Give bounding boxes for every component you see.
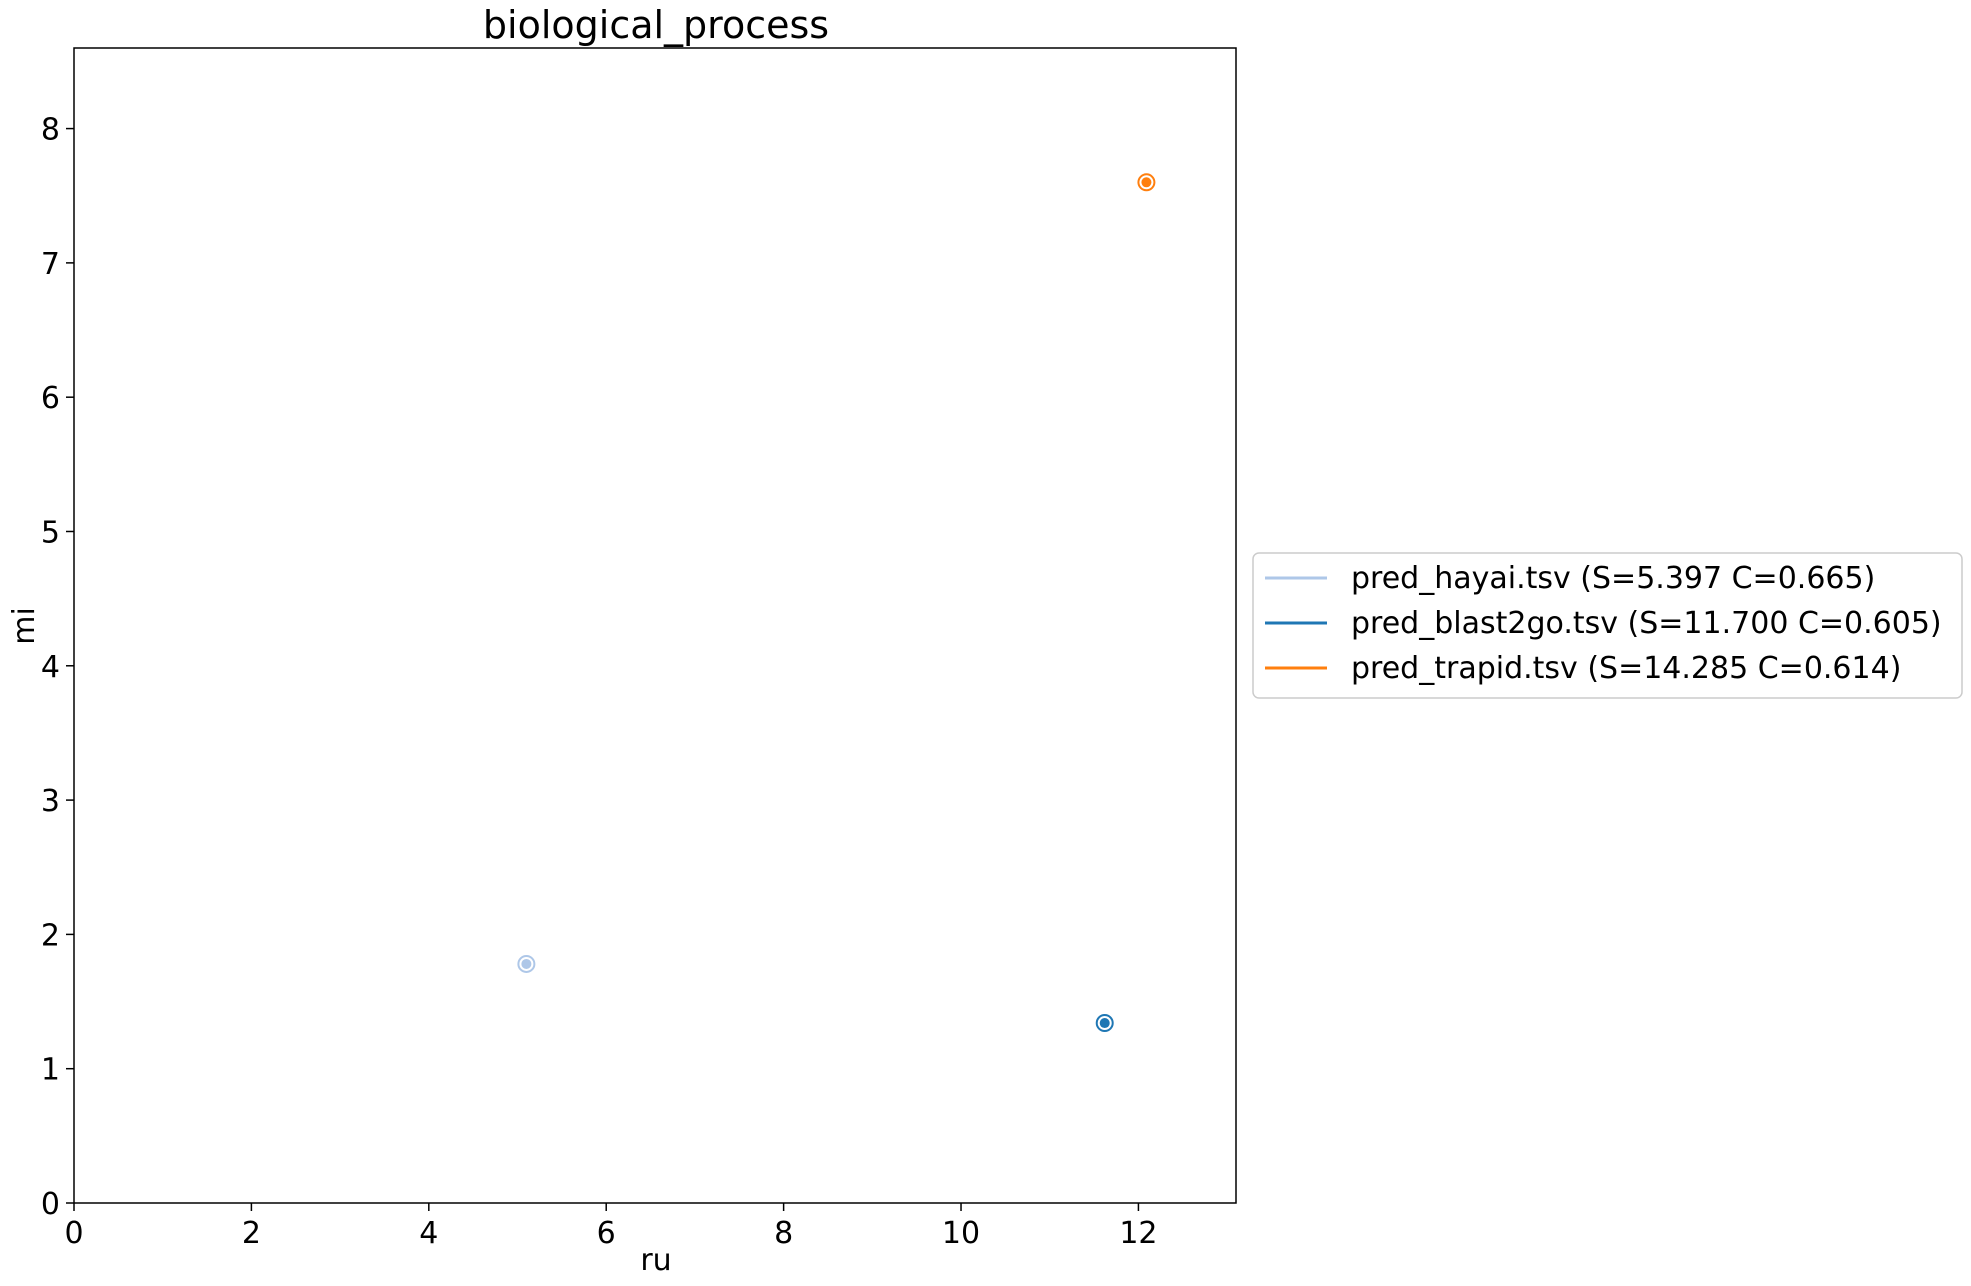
y-tick-label: 7 bbox=[41, 247, 60, 282]
y-tick-label: 2 bbox=[41, 918, 60, 953]
x-tick-label: 10 bbox=[942, 1216, 980, 1251]
x-axis: 0 2 4 6 8 10 12 bbox=[64, 1203, 1158, 1251]
legend: pred_hayai.tsv (S=5.397 C=0.665) pred_bla… bbox=[1252, 552, 1963, 699]
y-tick-label: 6 bbox=[41, 381, 60, 416]
plot-area bbox=[73, 47, 1237, 1204]
legend-label: pred_hayai.tsv (S=5.397 C=0.665) bbox=[1351, 561, 1875, 596]
chart-title: biological_process bbox=[483, 3, 829, 47]
data-point bbox=[517, 954, 536, 973]
data-point-dot bbox=[521, 958, 532, 969]
y-tick-label: 1 bbox=[41, 1053, 60, 1088]
legend-entry: pred_trapid.tsv (S=14.285 C=0.614) bbox=[1265, 651, 1901, 686]
x-tick-label: 6 bbox=[597, 1216, 616, 1251]
data-point bbox=[1137, 173, 1156, 192]
y-tick-label: 0 bbox=[41, 1187, 60, 1222]
legend-entry: pred_hayai.tsv (S=5.397 C=0.665) bbox=[1265, 561, 1875, 596]
data-point bbox=[1095, 1014, 1114, 1033]
legend-label: pred_trapid.tsv (S=14.285 C=0.614) bbox=[1351, 651, 1901, 686]
data-point-dot bbox=[1141, 177, 1152, 188]
y-tick-label: 3 bbox=[41, 784, 60, 819]
x-tick-label: 2 bbox=[242, 1216, 261, 1251]
y-axis-label: mi bbox=[7, 607, 42, 645]
legend-label: pred_blast2go.tsv (S=11.700 C=0.605) bbox=[1351, 606, 1942, 641]
x-tick-label: 12 bbox=[1119, 1216, 1157, 1251]
legend-entry: pred_blast2go.tsv (S=11.700 C=0.605) bbox=[1265, 606, 1942, 641]
x-tick-label: 4 bbox=[419, 1216, 438, 1251]
x-axis-label: ru bbox=[640, 1243, 671, 1278]
y-tick-label: 8 bbox=[41, 113, 60, 148]
x-tick-label: 8 bbox=[774, 1216, 793, 1251]
y-tick-label: 5 bbox=[41, 515, 60, 550]
x-tick-label: 0 bbox=[64, 1216, 83, 1251]
y-tick-label: 4 bbox=[41, 650, 60, 685]
data-point-dot bbox=[1099, 1018, 1110, 1029]
data-points bbox=[517, 173, 1156, 1033]
y-axis: 0 1 2 3 4 5 6 7 8 bbox=[41, 113, 74, 1222]
legend-frame bbox=[1252, 552, 1963, 699]
